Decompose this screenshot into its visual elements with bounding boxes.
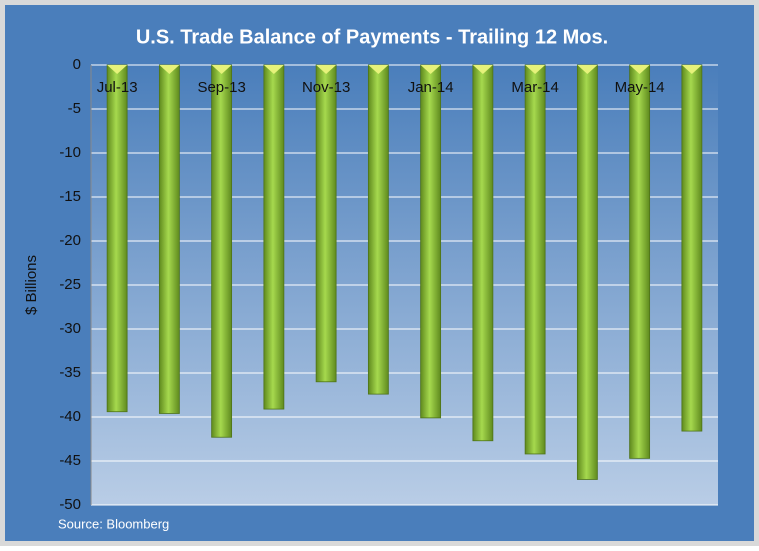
y-tick-label: -10 [59, 144, 81, 161]
bar-cap [472, 65, 493, 74]
bar [524, 64, 546, 455]
y-tick-label: 0 [73, 56, 81, 73]
y-tick-label: -5 [68, 100, 81, 117]
bar [315, 64, 337, 383]
bar [158, 64, 180, 414]
bar-cap [525, 65, 546, 74]
bar-cap [107, 65, 128, 74]
bar-cap [368, 65, 389, 74]
bar-cap [263, 65, 284, 74]
bar [681, 64, 703, 432]
bar [472, 64, 494, 442]
x-tick-label: May-14 [615, 79, 665, 96]
y-tick-label: -15 [59, 188, 81, 205]
source: Source: Bloomberg [58, 516, 169, 531]
y-tick-label: -40 [59, 408, 81, 425]
bar-cap [681, 65, 702, 74]
y-tick-label: -45 [59, 452, 81, 469]
x-tick-label: Jul-13 [97, 79, 138, 96]
bar [106, 64, 128, 413]
bar-cap [211, 65, 232, 74]
bar [420, 64, 442, 419]
y-axis-label: $ Billions [23, 255, 40, 315]
y-tick-label: -30 [59, 320, 81, 337]
bar-cap [316, 65, 337, 74]
bar-cap [420, 65, 441, 74]
bar [367, 64, 389, 395]
bar [211, 64, 233, 438]
bar [576, 64, 598, 480]
bar-cap [629, 65, 650, 74]
chart-title: U.S. Trade Balance of Payments - Trailin… [136, 26, 608, 48]
y-tick-label: -25 [59, 276, 81, 293]
y-tick-label: -35 [59, 364, 81, 381]
bar-cap [159, 65, 180, 74]
bar [263, 64, 285, 410]
x-tick-label: Nov-13 [302, 79, 350, 96]
bar-cap [577, 65, 598, 74]
x-tick-label: Jan-14 [408, 79, 454, 96]
x-tick-label: Sep-13 [197, 79, 245, 96]
x-tick-label: Mar-14 [511, 79, 559, 96]
y-tick-label: -20 [59, 232, 81, 249]
bar [629, 64, 651, 459]
y-tick-label: -50 [59, 496, 81, 513]
